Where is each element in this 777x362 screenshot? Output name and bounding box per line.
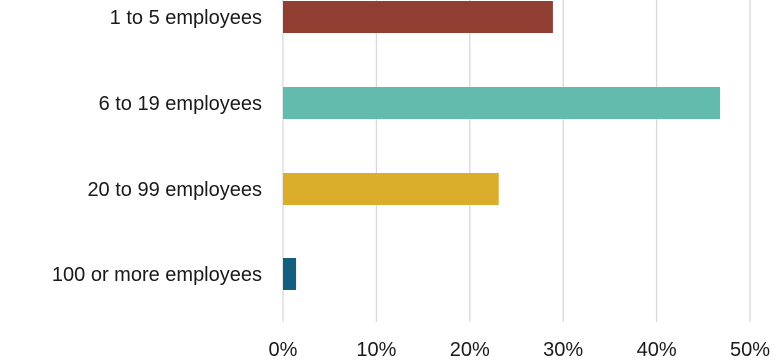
category-label-4: 100 or more employees	[52, 264, 262, 286]
bar-2	[283, 87, 721, 119]
x-tick-label-10: 10%	[356, 339, 396, 361]
bars	[283, 1, 721, 290]
bar-3	[283, 173, 499, 205]
bar-1	[283, 1, 553, 33]
gridlines	[282, 0, 751, 322]
x-tick-label-0: 0%	[269, 339, 298, 361]
x-tick-labels: 0% 10% 20% 30% 40% 50%	[269, 339, 771, 361]
category-label-3: 20 to 99 employees	[87, 179, 262, 201]
category-label-2: 6 to 19 employees	[99, 93, 262, 115]
x-tick-label-40: 40%	[637, 339, 677, 361]
x-tick-label-50: 50%	[730, 339, 770, 361]
x-tick-label-30: 30%	[543, 339, 583, 361]
x-tick-label-20: 20%	[450, 339, 490, 361]
category-label-1: 1 to 5 employees	[110, 7, 262, 29]
category-labels: 1 to 5 employees 6 to 19 employees 20 to 9…	[52, 7, 262, 286]
bar-4	[283, 258, 297, 290]
